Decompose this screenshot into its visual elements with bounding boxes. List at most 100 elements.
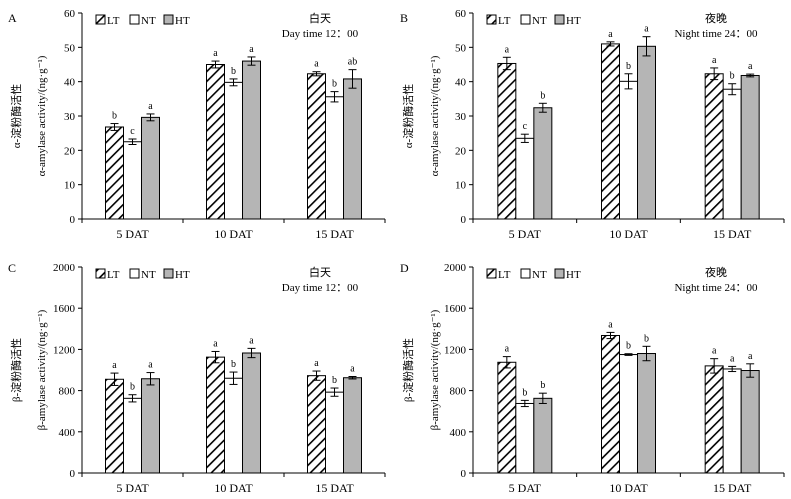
significance-letter: a xyxy=(148,360,153,371)
time-annotation-cn: 白天 xyxy=(309,265,331,279)
significance-letter: a xyxy=(112,360,117,371)
bar-nt xyxy=(224,377,243,474)
x-tick-label: 15 DAT xyxy=(315,227,354,241)
y-axis-label-cn: β-淀粉酶活性 xyxy=(401,338,415,402)
x-tick-label: 5 DAT xyxy=(116,227,149,241)
legend-label-nt: NT xyxy=(141,269,156,281)
significance-letter: a xyxy=(505,44,510,55)
significance-letter: a xyxy=(748,351,753,362)
x-tick-label: 10 DAT xyxy=(609,481,648,495)
bar-ht xyxy=(343,78,362,220)
legend-swatch-ht xyxy=(163,268,174,279)
legend-label-nt: NT xyxy=(532,269,547,281)
significance-letter: b xyxy=(332,375,337,386)
y-axis-label-en: β-amylase activity/(ng·g⁻¹) xyxy=(429,309,441,430)
significance-letter: a xyxy=(608,29,613,40)
bar-ht xyxy=(740,74,760,220)
time-annotation-en: Day time 12：00 xyxy=(282,28,359,40)
legend-label-lt: LT xyxy=(107,15,120,27)
significance-letter: a xyxy=(608,319,613,330)
y-tick-label: 50 xyxy=(455,42,467,54)
y-tick-label: 50 xyxy=(64,42,76,54)
bar-nt xyxy=(722,88,742,220)
y-tick-label: 60 xyxy=(64,8,76,20)
y-tick-label: 40 xyxy=(455,77,467,89)
significance-letter: b xyxy=(112,111,117,122)
legend-label-nt: NT xyxy=(141,15,156,27)
time-annotation-en: Night time 24：00 xyxy=(674,28,758,40)
significance-letter: b xyxy=(730,71,735,82)
legend-swatch-ht xyxy=(163,14,174,25)
legend-swatch-lt xyxy=(95,268,106,279)
significance-letter: b xyxy=(540,380,545,391)
significance-letter: b xyxy=(626,61,631,72)
legend-label-nt: NT xyxy=(532,15,547,27)
significance-letter: a xyxy=(249,44,254,55)
significance-letter: a xyxy=(644,24,649,35)
time-annotation-cn: 夜晚 xyxy=(705,265,727,279)
x-tick-label: 15 DAT xyxy=(713,481,752,495)
bar-nt xyxy=(325,96,344,220)
y-tick-label: 1600 xyxy=(444,303,467,315)
legend-swatch-ht xyxy=(554,14,565,25)
bar-ht xyxy=(740,370,760,474)
legend-label-lt: LT xyxy=(498,269,511,281)
y-tick-label: 0 xyxy=(70,468,76,480)
significance-letter: c xyxy=(130,126,135,137)
legend-label-ht: HT xyxy=(566,15,581,27)
bar-nt xyxy=(224,81,243,220)
panel-label: A xyxy=(8,11,17,25)
y-tick-label: 2000 xyxy=(444,262,467,274)
legend-swatch-nt xyxy=(520,268,531,279)
y-tick-label: 0 xyxy=(70,214,76,226)
bar-ht xyxy=(141,378,160,474)
significance-letter: a xyxy=(730,353,735,364)
bar-lt xyxy=(497,62,517,220)
y-tick-label: 0 xyxy=(461,214,467,226)
significance-letter: a xyxy=(712,346,717,357)
bar-nt xyxy=(515,402,535,474)
y-axis-label-cn: α-淀粉酶活性 xyxy=(401,84,415,148)
legend-label-ht: HT xyxy=(566,269,581,281)
bar-nt xyxy=(515,137,535,220)
panel-label: B xyxy=(400,11,408,25)
legend-swatch-nt xyxy=(520,14,531,25)
y-tick-label: 20 xyxy=(455,145,467,157)
bar-ht xyxy=(533,107,553,220)
bar-lt xyxy=(497,361,517,474)
y-tick-label: 1600 xyxy=(53,303,76,315)
x-tick-label: 15 DAT xyxy=(315,481,354,495)
legend-swatch-nt xyxy=(129,268,140,279)
legend-swatch-lt xyxy=(486,268,497,279)
significance-letter: b xyxy=(626,341,631,352)
bar-nt xyxy=(123,141,142,220)
significance-letter: a xyxy=(148,101,153,112)
significance-letter: a xyxy=(505,344,510,355)
y-tick-label: 10 xyxy=(455,180,467,192)
y-tick-label: 30 xyxy=(455,111,467,123)
time-annotation-cn: 夜晚 xyxy=(705,11,727,25)
y-axis-label-cn: β-淀粉酶活性 xyxy=(9,338,23,402)
bar-lt xyxy=(704,73,724,220)
x-tick-label: 5 DAT xyxy=(116,481,149,495)
x-tick-label: 10 DAT xyxy=(214,481,253,495)
y-tick-label: 400 xyxy=(450,427,467,439)
legend-label-lt: LT xyxy=(107,269,120,281)
bar-lt xyxy=(105,126,124,220)
significance-letter: b xyxy=(231,359,236,370)
x-tick-label: 10 DAT xyxy=(609,227,648,241)
y-tick-label: 20 xyxy=(64,145,76,157)
y-tick-label: 60 xyxy=(455,8,467,20)
y-axis-label-en: α-amylase activity/(ng·g⁻¹) xyxy=(36,55,48,176)
chart-panel-a: 0 10 20 30 40 50 60 5 DAT 10 DAT 15 DAT b a a c b b a a ab… xyxy=(8,8,386,241)
legend-swatch-lt xyxy=(95,14,106,25)
bar-lt xyxy=(601,43,620,220)
bar-nt xyxy=(619,354,638,474)
significance-letter: b xyxy=(231,66,236,77)
y-tick-label: 1200 xyxy=(444,344,467,356)
y-tick-label: 0 xyxy=(461,468,467,480)
x-tick-label: 5 DAT xyxy=(509,481,542,495)
y-tick-label: 800 xyxy=(59,386,76,398)
bar-lt xyxy=(307,375,326,474)
